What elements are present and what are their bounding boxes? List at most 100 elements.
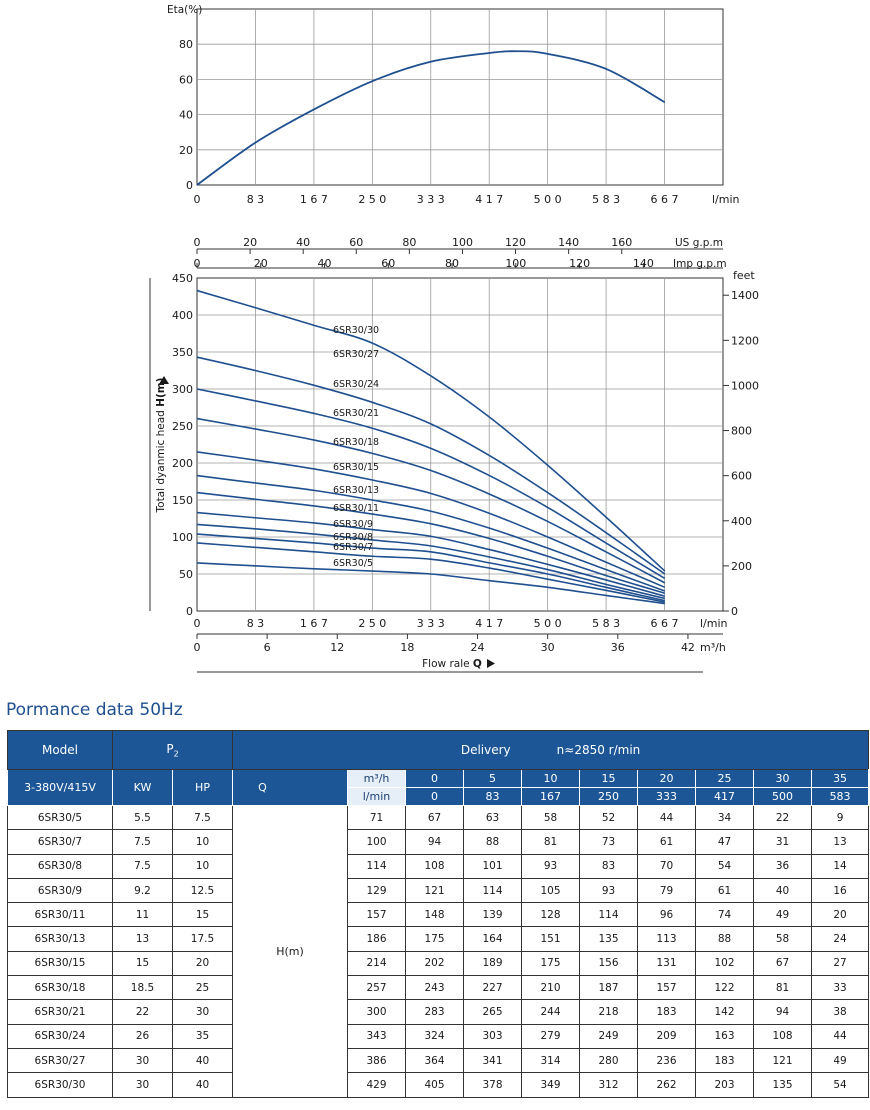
cell-head: 13	[810, 829, 870, 855]
cell-hp: 15	[172, 902, 233, 928]
lmin-tick-label: 8 3	[247, 617, 265, 630]
m3h-tick-label: 36	[611, 641, 625, 654]
header-lmin-val: 250	[579, 787, 638, 806]
m3h-tick-label: 24	[471, 641, 485, 654]
cell-head: 175	[521, 950, 580, 977]
cell-head: 183	[637, 999, 696, 1025]
series-label: 6SR30/27	[333, 349, 379, 360]
impgpm-tick-label: 0	[194, 257, 201, 270]
cell-model: 6SR30/15	[7, 950, 113, 977]
feet-label: feet	[733, 269, 755, 282]
cell-head: 40	[753, 877, 812, 904]
cell-kw: 7.5	[112, 853, 173, 879]
feet-tick-label: 800	[731, 425, 752, 438]
eff-x-unit: l/min	[712, 193, 740, 206]
header-kw: KW	[112, 769, 173, 806]
usgpm-label: US g.p.m	[675, 237, 723, 249]
header-lmin-val: 417	[695, 787, 754, 806]
cell-head: 94	[405, 829, 464, 855]
cell-hp: 25	[172, 975, 233, 1001]
cell-head: 187	[579, 975, 638, 1001]
cell-model: 6SR30/9	[7, 877, 113, 904]
cell-head: 93	[579, 877, 638, 904]
cell-head: 218	[579, 999, 638, 1025]
cell-head: 61	[637, 829, 696, 855]
header-m3h-val: 10	[521, 769, 580, 788]
cell-head: 54	[695, 853, 754, 879]
header-m3h-val: 15	[579, 769, 638, 788]
cell-head: 79	[637, 877, 696, 904]
cell-head: 131	[637, 950, 696, 977]
cell-head: 128	[521, 902, 580, 928]
feet-tick-label: 600	[731, 470, 752, 483]
eff-x-tick: 2 5 0	[358, 193, 386, 206]
cell-hp: 40	[172, 1072, 233, 1098]
cell-model: 6SR30/13	[7, 926, 113, 952]
lmin-tick-label: 4 1 7	[475, 617, 503, 630]
cell-head: 151	[521, 926, 580, 952]
head-curve-6SR30-18	[196, 451, 666, 589]
usgpm-tick-label: 40	[296, 236, 310, 249]
cell-head: 364	[405, 1047, 464, 1074]
head-y-tick: 350	[172, 346, 193, 359]
cell-head: 157	[347, 902, 406, 928]
cell-head: 186	[347, 926, 406, 952]
header-delivery: Delivery n≈2850 r/min	[231, 730, 870, 770]
cell-head: 58	[753, 926, 812, 952]
head-curve-6SR30-7	[196, 542, 665, 603]
eff-x-tick: 4 1 7	[475, 193, 503, 206]
series-label: 6SR30/8	[333, 532, 373, 543]
m3h-tick-label: 42	[681, 641, 695, 654]
lmin-tick-label: 6 6 7	[651, 617, 679, 630]
cell-head: 257	[347, 975, 406, 1001]
cell-kw: 26	[112, 1023, 173, 1049]
cell-head: 71	[347, 804, 406, 831]
m3h-tick-label: 12	[330, 641, 344, 654]
impgpm-tick-label: 120	[569, 257, 590, 270]
header-hp: HP	[172, 769, 233, 806]
table-row: 6SR30/8 7.5 10 114 108 101 93 83 70 54 36 14	[7, 853, 870, 879]
cell-hp: 17.5	[172, 926, 233, 952]
cell-head: 108	[753, 1023, 812, 1049]
cell-head: 135	[753, 1072, 812, 1098]
cell-head: 148	[405, 902, 464, 928]
table-row: 6SR30/13 13 17.5 186 175 164 151 135 113 88 58 24	[7, 926, 870, 952]
usgpm-tick-label: 140	[558, 236, 579, 249]
head-y-tick: 300	[172, 383, 193, 396]
cell-model: 6SR30/5	[7, 804, 113, 831]
series-label: 6SR30/24	[333, 379, 379, 390]
cell-head: 36	[753, 853, 812, 879]
cell-kw: 15	[112, 950, 173, 977]
eff-curve	[196, 50, 666, 186]
cell-head: 303	[463, 1023, 522, 1049]
series-label: 6SR30/9	[333, 519, 373, 530]
cell-head: 280	[579, 1047, 638, 1074]
cell-head: 70	[637, 853, 696, 879]
cell-head: 189	[463, 950, 522, 977]
cell-head: 312	[579, 1072, 638, 1098]
cell-head: 9	[810, 804, 870, 831]
cell-kw: 7.5	[112, 829, 173, 855]
table-row: 6SR30/15 15 20 214 202 189 175 156 131 102 67 27	[7, 950, 870, 977]
header-lmin-val: 0	[405, 787, 464, 806]
eff-y-tick: 60	[179, 73, 193, 86]
cell-head: 81	[521, 829, 580, 855]
cell-head: 283	[405, 999, 464, 1025]
cell-head: 49	[753, 902, 812, 928]
cell-head: 63	[463, 804, 522, 831]
cell-model: 6SR30/27	[7, 1047, 113, 1074]
cell-head: 67	[405, 804, 464, 831]
series-label: 6SR30/21	[333, 408, 379, 419]
cell-head: 209	[637, 1023, 696, 1049]
eff-x-tick: 5 8 3	[592, 193, 620, 206]
cell-head: 105	[521, 877, 580, 904]
table-row: 6SR30/27 30 40 386 364 341 314 280 236 183 121 49	[7, 1047, 870, 1074]
series-label: 6SR30/18	[333, 437, 379, 448]
feet-tick-label: 1000	[731, 379, 759, 392]
cell-head: 16	[810, 877, 870, 904]
table-row: 6SR30/11 11 15 157 148 139 128 114 96 74 49 20	[7, 902, 870, 928]
usgpm-tick-label: 80	[402, 236, 416, 249]
table-row: 6SR30/7 7.5 10 100 94 88 81 73 61 47 31 13	[7, 829, 870, 855]
cell-head: 343	[347, 1023, 406, 1049]
cell-head: 93	[521, 853, 580, 879]
